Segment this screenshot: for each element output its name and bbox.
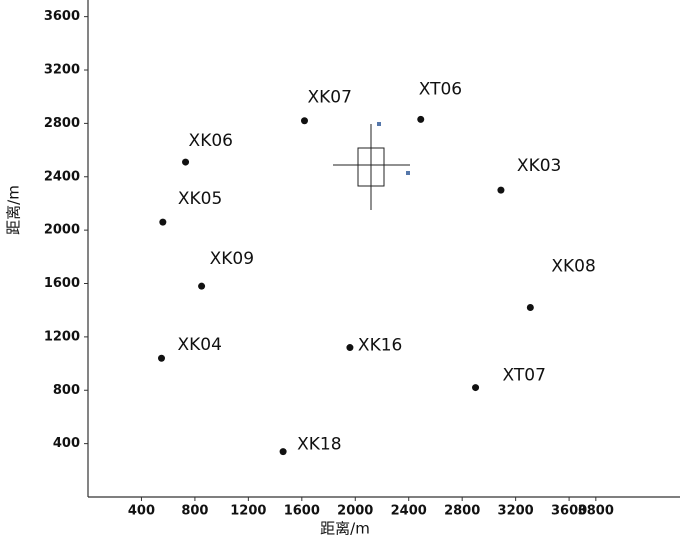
- y-tick-label: 2800: [44, 116, 80, 131]
- point: [159, 218, 167, 226]
- point: [497, 186, 505, 194]
- y-tick-label: 1600: [44, 276, 80, 291]
- point-label: XT07: [503, 366, 546, 386]
- point-label: XK05: [178, 189, 222, 209]
- x-tick-label: 3600: [551, 504, 587, 519]
- point-label: XK04: [178, 335, 222, 355]
- point: [198, 282, 206, 290]
- y-tick-label: 3600: [44, 9, 80, 24]
- y-tick-label: 2400: [44, 169, 80, 184]
- x-tick-label: 1600: [284, 504, 320, 519]
- x-tick-label: 400: [128, 504, 155, 519]
- point: [158, 354, 165, 362]
- x-tick-label: 2000: [337, 504, 373, 519]
- x-tick-label: 800: [181, 504, 208, 519]
- x-tick-label: 3200: [498, 504, 534, 519]
- y-tick-label: 800: [53, 383, 80, 398]
- x-tick-label: 1200: [230, 504, 266, 519]
- point-label: XK07: [307, 88, 351, 108]
- x-axis-label: 距离/m: [320, 520, 370, 538]
- point-label: XK03: [517, 156, 561, 176]
- point-label: XK08: [551, 257, 595, 277]
- point: [472, 384, 480, 392]
- x-tick-label: 2400: [391, 504, 427, 519]
- y-tick-label: 2000: [44, 223, 80, 238]
- point: [300, 117, 308, 125]
- point-label: XK16: [358, 336, 402, 356]
- x-tick-label: 3800: [578, 504, 614, 519]
- y-tick-label: 400: [53, 436, 80, 451]
- point: [526, 304, 534, 312]
- point-label: XT06: [419, 79, 462, 99]
- x-tick-label: 2800: [444, 504, 480, 519]
- y-tick-label: 3200: [44, 63, 80, 78]
- y-tick-label: 1200: [44, 329, 80, 344]
- point-label: XK09: [210, 249, 254, 269]
- point-label: XK06: [189, 131, 233, 151]
- well-symbol: [333, 122, 410, 210]
- y-axis-label: 距离/m: [5, 185, 23, 235]
- point: [346, 344, 354, 352]
- point: [279, 448, 287, 456]
- point: [182, 158, 190, 166]
- point: [417, 115, 425, 123]
- point-label: XK18: [297, 435, 341, 455]
